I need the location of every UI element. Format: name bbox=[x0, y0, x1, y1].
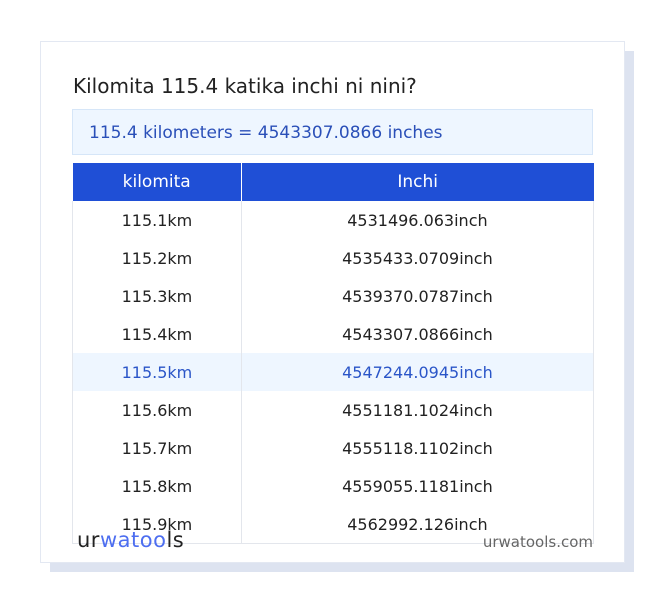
km-cell: 115.2km bbox=[72, 239, 242, 277]
conversion-result: 115.4 kilometers = 4543307.0866 inches bbox=[72, 109, 593, 155]
km-cell: 115.1km bbox=[72, 201, 242, 239]
site-link[interactable]: urwatools.com bbox=[482, 533, 593, 551]
table-row: 115.3km 4539370.0787inch bbox=[72, 277, 595, 315]
table-row: 115.2km 4535433.0709inch bbox=[72, 239, 595, 277]
inch-cell: 4551181.1024inch bbox=[240, 391, 595, 429]
inch-cell: 4531496.063inch bbox=[240, 201, 595, 239]
inch-cell: 4543307.0866inch bbox=[240, 315, 595, 353]
inch-cell: 4547244.0945inch bbox=[240, 353, 595, 391]
inch-cell: 4535433.0709inch bbox=[240, 239, 595, 277]
table-row: 115.8km 4559055.1181inch bbox=[72, 467, 595, 505]
urwatools-logo[interactable]: urwatools bbox=[77, 528, 185, 552]
converter-card: Kilomita 115.4 katika inchi ni nini? 115… bbox=[40, 41, 625, 563]
km-cell: 115.5km bbox=[72, 353, 242, 391]
table-row: 115.4km 4543307.0866inch bbox=[72, 315, 595, 353]
table-row: 115.5km 4547244.0945inch bbox=[72, 353, 595, 391]
inch-cell: 4555118.1102inch bbox=[240, 429, 595, 467]
inch-cell: 4559055.1181inch bbox=[240, 467, 595, 505]
table-row: 115.7km 4555118.1102inch bbox=[72, 429, 595, 467]
km-cell: 115.4km bbox=[72, 315, 242, 353]
conversion-table: kilomita Inchi 115.1km 4531496.063inch 115.… bbox=[72, 163, 595, 544]
table-row: 115.9km 4562992.126inch bbox=[72, 505, 595, 544]
km-cell: 115.9km bbox=[72, 505, 242, 544]
inch-cell: 4539370.0787inch bbox=[240, 277, 595, 315]
km-cell: 115.3km bbox=[72, 277, 242, 315]
km-cell: 115.6km bbox=[72, 391, 242, 429]
page-title: Kilomita 115.4 katika inchi ni nini? bbox=[73, 74, 417, 98]
table-row: 115.6km 4551181.1024inch bbox=[72, 391, 595, 429]
inch-cell: 4562992.126inch bbox=[240, 505, 595, 544]
km-cell: 115.8km bbox=[72, 467, 242, 505]
header-inchi: Inchi bbox=[240, 163, 594, 201]
header-kilomita: kilomita bbox=[72, 163, 242, 201]
km-cell: 115.7km bbox=[72, 429, 242, 467]
table-row: 115.1km 4531496.063inch bbox=[72, 201, 595, 239]
